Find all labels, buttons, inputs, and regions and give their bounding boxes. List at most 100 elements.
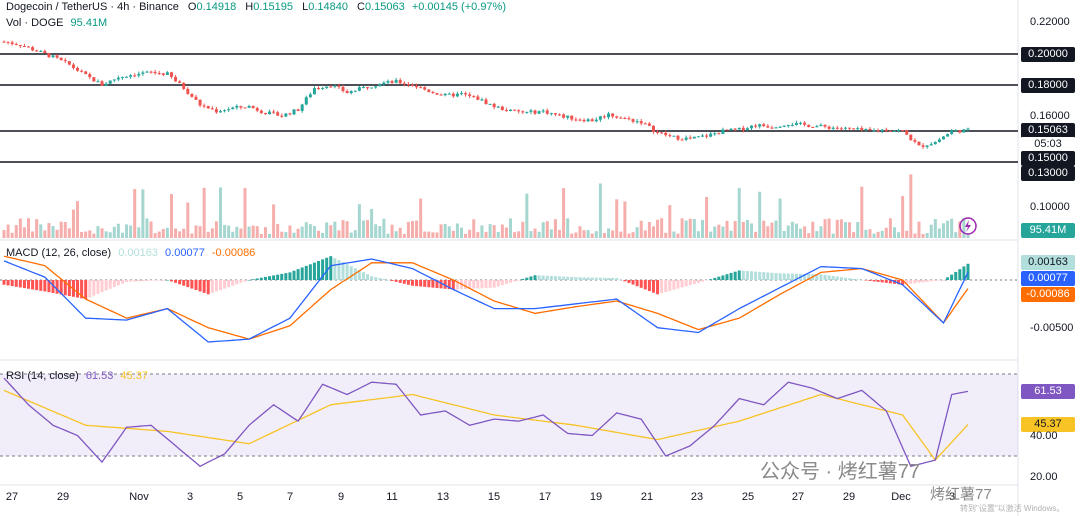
volume-bar xyxy=(594,231,598,238)
macd-hist-bar xyxy=(410,280,414,286)
macd-hist-bar xyxy=(223,280,227,289)
candle-body xyxy=(578,119,582,121)
candle-body xyxy=(157,73,161,75)
macd-hist-bar xyxy=(361,272,365,280)
volume-bar xyxy=(602,233,606,238)
volume-bar xyxy=(10,232,14,238)
volume-bar xyxy=(296,228,300,238)
volume-bar xyxy=(210,228,214,238)
volume-bar xyxy=(284,232,288,238)
volume-bar xyxy=(811,221,815,238)
macd-hist-bar xyxy=(872,280,876,282)
volume-bar xyxy=(766,226,770,238)
macd-hist-bar xyxy=(284,273,288,280)
macd-hist-bar xyxy=(733,271,737,280)
volume-bar xyxy=(668,205,672,238)
volume-bar xyxy=(639,220,643,238)
volume-bar xyxy=(733,221,737,238)
macd-hist-bar xyxy=(623,280,627,282)
volume-bar xyxy=(451,230,455,238)
candle-body xyxy=(737,127,741,130)
candle-body xyxy=(803,122,807,125)
volume-bar xyxy=(954,232,958,238)
macd-hist-bar xyxy=(582,277,586,280)
candle-body xyxy=(888,130,892,132)
macd-hist-bar xyxy=(341,262,345,280)
candle-body xyxy=(513,109,517,111)
macd-hist-bar xyxy=(794,273,798,280)
macd-signal-line xyxy=(3,255,969,340)
volume-bar xyxy=(259,233,263,238)
macd-hist-bar xyxy=(815,274,819,280)
macd-tick-neg: -0.00500 xyxy=(1030,322,1074,334)
volume-bar xyxy=(80,231,84,238)
volume-bar xyxy=(521,221,525,238)
macd-hist-bar xyxy=(500,280,504,286)
volume-bar xyxy=(92,233,96,238)
volume-bar xyxy=(721,226,725,238)
candle-body xyxy=(108,80,112,84)
macd-hist-bar xyxy=(345,264,349,280)
candle-body xyxy=(856,128,860,130)
macd-hist-bar xyxy=(272,275,276,280)
macd-hist-bar xyxy=(586,277,590,280)
macd-hist-bar xyxy=(635,280,639,287)
candle-body xyxy=(790,124,794,126)
volume-bar xyxy=(39,224,43,238)
symbol-title[interactable]: Dogecoin / TetherUS · 4h · Binance xyxy=(6,1,179,13)
macd-hist-bar xyxy=(553,276,557,280)
macd-hist-bar xyxy=(239,280,243,283)
countdown-pill: 05:03 xyxy=(1021,137,1075,152)
candle-body xyxy=(194,96,198,100)
volume-bar xyxy=(598,183,602,238)
rsi-label[interactable]: RSI (14, close) xyxy=(6,370,79,382)
macd-hist-bar xyxy=(758,271,762,280)
macd-hist-bar xyxy=(672,280,676,290)
macd-hist-bar xyxy=(390,280,394,281)
candle-body xyxy=(468,94,472,96)
candle-body xyxy=(574,119,578,121)
macd-hist-bar xyxy=(174,280,178,283)
macd-hist-bar xyxy=(692,280,696,285)
volume-bar xyxy=(51,226,55,238)
candle-body xyxy=(6,41,10,43)
volume-bar xyxy=(529,231,533,238)
candle-body xyxy=(794,122,798,125)
volume-bar xyxy=(304,222,308,238)
volume-bar xyxy=(627,233,631,238)
candle-body xyxy=(696,136,700,138)
macd-hist-bar xyxy=(848,278,852,280)
volume-bar xyxy=(623,201,627,238)
candle-body xyxy=(966,128,970,130)
candle-body xyxy=(852,128,856,130)
candle-body xyxy=(819,124,823,127)
candle-body xyxy=(754,125,758,127)
macd-hist-bar xyxy=(611,277,615,280)
volume-bar xyxy=(676,233,680,238)
volume-bar xyxy=(651,226,655,238)
volume-bar xyxy=(892,227,896,238)
macd-hist-bar xyxy=(406,280,410,285)
volume-label[interactable]: Vol · DOGE xyxy=(6,17,64,29)
macd-hist-bar xyxy=(594,277,598,280)
macd-hist-bar xyxy=(288,272,292,280)
macd-label[interactable]: MACD (12, 26, close) xyxy=(6,247,112,259)
macd-hist-bar xyxy=(831,275,835,280)
macd-hist-bar xyxy=(382,279,386,280)
candle-body xyxy=(566,115,570,118)
candle-body xyxy=(243,107,247,109)
macd-hist-bar xyxy=(202,280,206,293)
macd-hist-bar xyxy=(14,280,18,287)
candle-body xyxy=(129,75,133,77)
candle-body xyxy=(950,130,954,135)
volume-bar xyxy=(35,219,39,238)
macd-hist-bar xyxy=(402,280,406,284)
volume-bar xyxy=(169,194,173,238)
candle-body xyxy=(864,128,868,131)
candle-body xyxy=(933,141,937,145)
macd-hist-bar xyxy=(513,280,517,282)
volume-bar xyxy=(47,223,51,238)
candle-body xyxy=(14,44,18,46)
